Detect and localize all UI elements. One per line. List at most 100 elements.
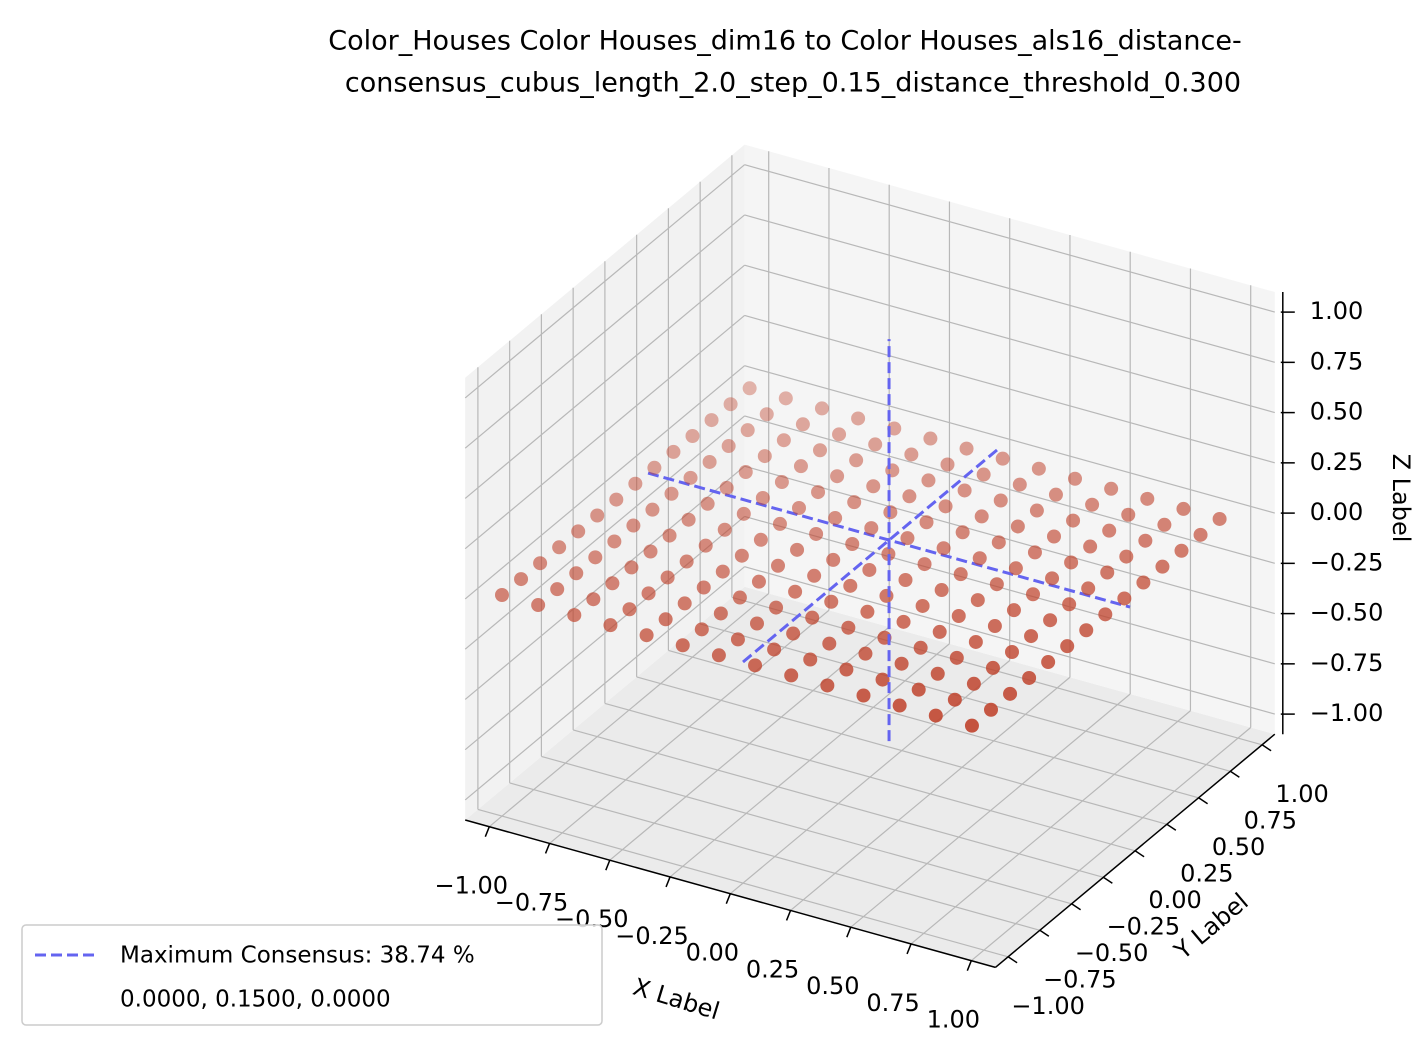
grid-line [604, 702, 1136, 852]
point [858, 646, 873, 661]
point [738, 465, 753, 479]
chart-title: Color_Houses Color Houses_dim16 to Color… [328, 26, 1241, 57]
point [681, 512, 696, 527]
tick-mark [1071, 903, 1082, 911]
point [949, 650, 964, 665]
point [881, 547, 896, 562]
point [902, 489, 917, 504]
grid-line [744, 566, 1275, 715]
point [864, 521, 879, 536]
legend-box [21, 924, 603, 1026]
point [1010, 519, 1025, 534]
grid-line [464, 264, 745, 499]
y-tick-label: 0.75 [1244, 806, 1297, 834]
point [947, 692, 962, 707]
point [1048, 487, 1063, 502]
point [822, 636, 837, 651]
axis-line [464, 819, 996, 969]
point [1026, 587, 1040, 602]
point [715, 564, 730, 579]
point [605, 576, 620, 591]
point [702, 454, 717, 469]
tick-mark [1198, 797, 1209, 805]
point [1085, 497, 1100, 512]
y-tick-label: −0.75 [1043, 965, 1117, 993]
point [750, 616, 764, 631]
point [993, 493, 1008, 508]
grid-line [464, 164, 745, 399]
point [664, 486, 679, 501]
x-tick-label: 1.00 [927, 1006, 980, 1034]
point [643, 544, 658, 559]
point [776, 433, 791, 448]
point [1157, 517, 1172, 532]
grid-line [699, 623, 1231, 772]
point [723, 397, 738, 412]
point [769, 600, 784, 615]
grid-line [744, 264, 1275, 414]
point [792, 501, 806, 515]
point [713, 606, 728, 621]
point [843, 578, 858, 593]
plot [495, 339, 1227, 742]
point [590, 508, 605, 523]
point [1060, 639, 1075, 654]
grid-line [464, 415, 745, 650]
point [1104, 481, 1119, 496]
point [938, 499, 953, 514]
point [934, 583, 949, 598]
point [1079, 623, 1094, 638]
x-tick-label: 0.00 [686, 939, 739, 967]
point [989, 577, 1004, 592]
grid-line [464, 566, 745, 801]
point [645, 502, 660, 517]
point [755, 490, 770, 505]
point [1212, 511, 1227, 526]
point [790, 542, 805, 557]
z-tick-label: 0.50 [1310, 398, 1363, 426]
point [679, 554, 694, 569]
point [968, 634, 983, 649]
grid-line [744, 164, 1275, 313]
point [896, 614, 911, 629]
point [795, 417, 810, 432]
point [803, 652, 818, 667]
point [928, 708, 943, 723]
point [1155, 559, 1170, 574]
z-tick-label: 0.75 [1310, 347, 1363, 375]
grid-line [509, 782, 1041, 931]
point [875, 672, 890, 687]
point [1083, 539, 1098, 554]
point [1041, 655, 1056, 670]
legend: Maximum Consensus: 38.74 % 0.0000, 0.150… [21, 924, 603, 1026]
point [1008, 561, 1023, 576]
point [839, 662, 854, 677]
point [588, 550, 603, 565]
point [683, 470, 698, 485]
point [932, 624, 947, 639]
point [845, 537, 860, 551]
tick-mark [725, 893, 731, 904]
point [607, 534, 622, 549]
y-tick-label: −0.25 [1107, 912, 1181, 940]
point [1174, 543, 1189, 558]
point [851, 411, 866, 426]
chart-title: consensus_cubus_length_2.0_step_0.15_dis… [345, 68, 1241, 99]
point [805, 610, 820, 625]
grid-line [744, 515, 1275, 665]
z-tick-label: −0.50 [1310, 599, 1384, 627]
x-tick-label: 0.25 [746, 955, 799, 983]
point [767, 642, 782, 657]
grid-line [636, 676, 1168, 825]
point [1045, 571, 1060, 586]
point [904, 447, 919, 462]
grid-line [744, 314, 1275, 464]
point [856, 688, 871, 703]
point [826, 552, 841, 567]
point [772, 516, 787, 531]
point [1102, 523, 1117, 538]
grid-line [541, 755, 1072, 905]
tick-mark [1102, 876, 1113, 884]
point [1047, 529, 1061, 544]
tick-mark [605, 859, 611, 871]
